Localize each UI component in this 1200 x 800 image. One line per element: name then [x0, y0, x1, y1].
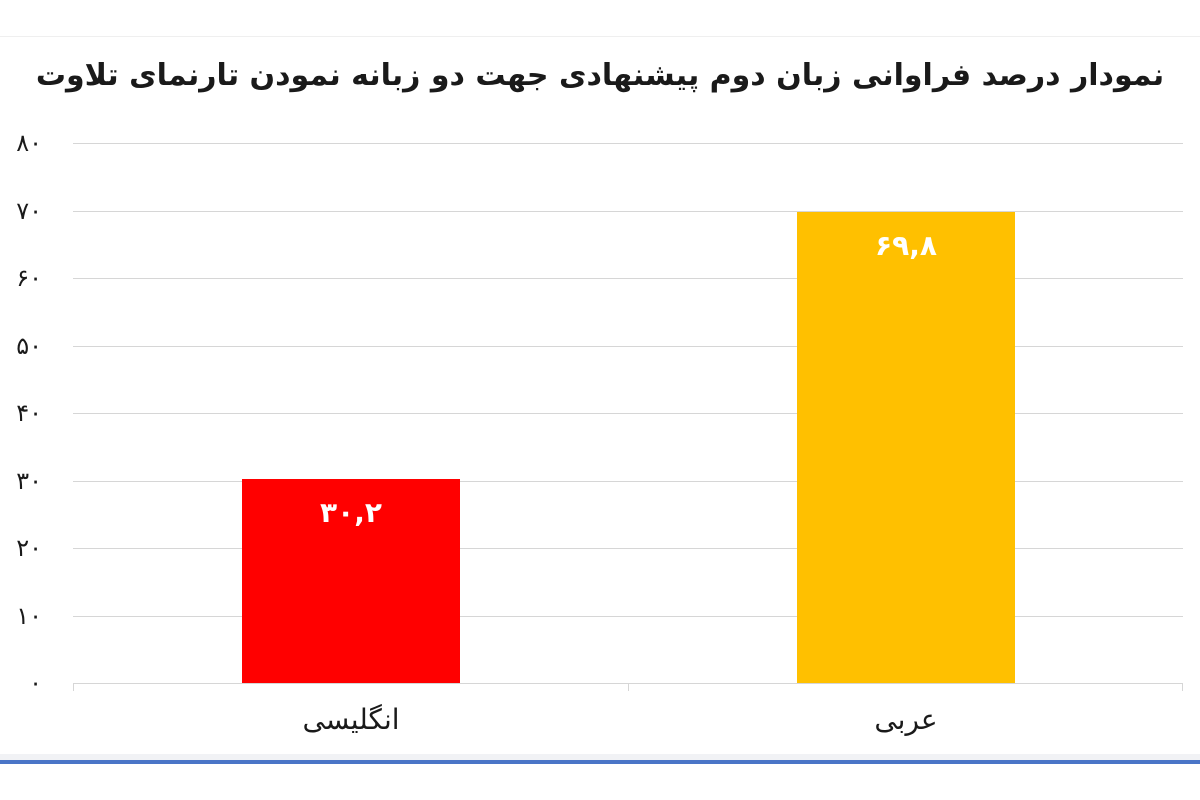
y-axis-tick-label: ۵۰ [16, 332, 42, 360]
y-axis-tick-label: ۷۰ [16, 197, 42, 225]
x-axis-category-label: عربی [874, 703, 938, 736]
y-axis-tick-label: ۱۰ [16, 602, 42, 630]
x-axis-tick [1182, 683, 1183, 691]
x-axis-tick [73, 683, 74, 691]
y-axis-tick-label: ۶۰ [16, 264, 42, 292]
bar-value-label: ۶۹,۸ [875, 229, 937, 262]
x-axis-category-label: انگلیسی [302, 703, 400, 736]
gridline [73, 211, 1183, 212]
y-axis-tick-label: ۳۰ [16, 467, 42, 495]
gridline [73, 616, 1183, 617]
gridline [73, 346, 1183, 347]
bar [242, 479, 460, 683]
gridline [73, 278, 1183, 279]
top-divider-line [0, 36, 1200, 37]
y-axis-tick-label: ۲۰ [16, 534, 42, 562]
bottom-border-line [0, 760, 1200, 764]
y-axis-tick-label: ۴۰ [16, 399, 42, 427]
bottom-border-halo [0, 754, 1200, 760]
y-axis-tick-label: ۸۰ [16, 129, 42, 157]
gridline [73, 413, 1183, 414]
bar [797, 212, 1015, 683]
chart-title: نمودار درصد فراوانی زبان دوم پیشنهادی جه… [35, 58, 1165, 93]
gridline [73, 548, 1183, 549]
x-axis-tick [628, 683, 629, 691]
gridline [73, 143, 1183, 144]
gridline [73, 481, 1183, 482]
y-axis-tick-label: ۰ [29, 669, 42, 697]
bar-value-label: ۳۰,۲ [320, 496, 382, 529]
